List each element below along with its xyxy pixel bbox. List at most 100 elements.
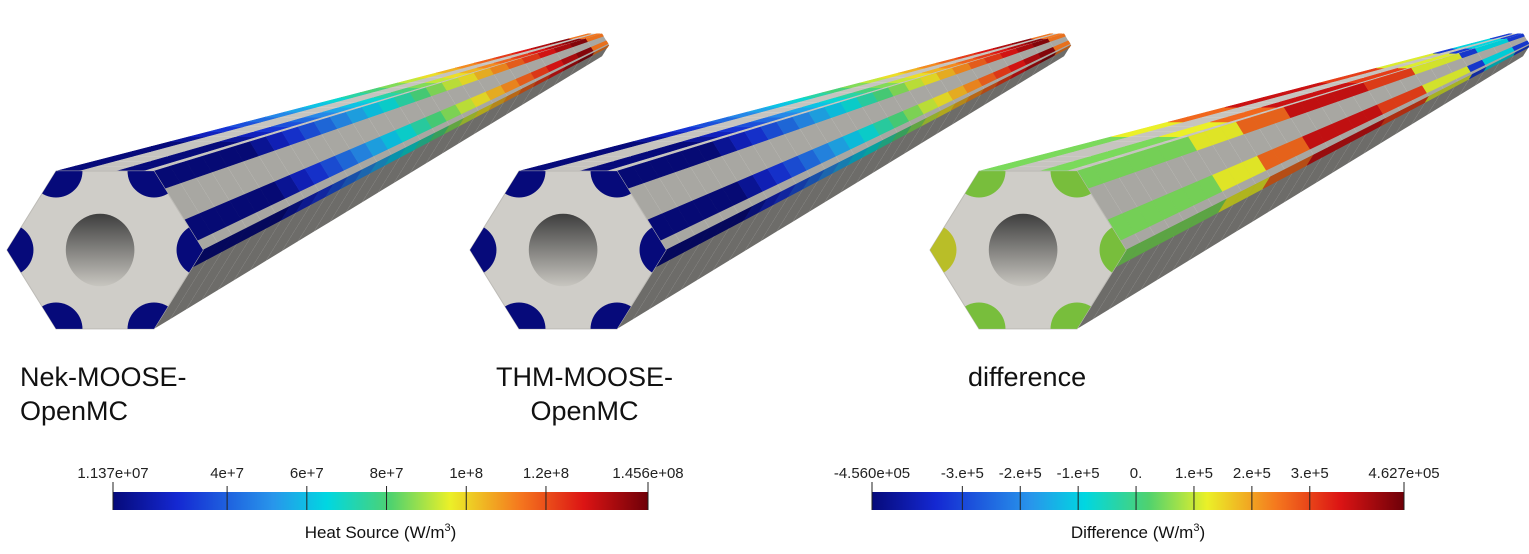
lower-side-face-segment: [202, 220, 261, 300]
lower-side-face-segment: [410, 125, 450, 174]
central-hole: [528, 213, 598, 287]
lower-side-face-segment: [1331, 125, 1372, 174]
lower-side-face-segment: [1507, 45, 1529, 67]
central-hole: [988, 213, 1058, 287]
lower-side-face-segment: [632, 235, 695, 320]
lower-side-face-segment: [712, 198, 768, 271]
lower-side-face-segment: [952, 88, 985, 125]
lower-side-face-segment: [266, 191, 319, 261]
lower-side-face-segment: [1092, 235, 1155, 320]
lower-side-face-segment: [760, 176, 811, 242]
lower-side-face-segment: [154, 242, 218, 329]
lower-side-face-segment: [856, 132, 898, 183]
colorbar-max-label: 4.627e+05: [1368, 465, 1439, 482]
colored-band: [1053, 44, 1072, 56]
lower-side-face-segment: [872, 125, 912, 174]
colored-band: [1052, 40, 1071, 52]
colored-band: [585, 33, 604, 42]
lower-side-face-segment: [458, 103, 493, 144]
colored-band: [1047, 33, 1066, 42]
lower-side-face-segment: [1077, 242, 1141, 329]
lower-side-face-segment: [1108, 228, 1170, 310]
colorbar-max-label: 1.456e+08: [612, 465, 683, 482]
fuel-pin-5: [952, 302, 1006, 329]
colorbar-tick-label: -1.e+5: [1057, 465, 1100, 482]
panel-label-thm: THM-MOOSE- OpenMC: [496, 362, 673, 426]
colorbar-tick-label: 3.e+5: [1291, 465, 1329, 482]
lower-side-face-segment: [378, 140, 421, 193]
colored-band: [1500, 33, 1522, 39]
lower-side-face-segment: [282, 184, 334, 252]
lower-side-face-segment: [314, 169, 363, 232]
lower-side-face-segment: [394, 132, 435, 183]
lower-side-face-segment: [554, 59, 580, 86]
lower-side-face-segment: [1016, 59, 1043, 86]
lower-side-face-segment: [936, 96, 970, 135]
lower-side-face-segment: [250, 198, 305, 271]
fuel-pin-5: [492, 302, 546, 329]
lower-side-face-segment: [696, 206, 753, 281]
colorbar-title: Heat Source (W/m3): [305, 522, 457, 542]
lower-side-face-segment: [664, 220, 724, 300]
colorbar-1: -4.560e+05 4.627e+05 -3.e+5 -2.e+5 -1.e+5 0. 1…: [834, 465, 1440, 542]
colorbars: 1.137e+07 1.456e+08 4e+7 6e+7 8e+7 1e+8 1.2e+8…: [77, 465, 1439, 542]
lower-side-face-segment: [1048, 45, 1071, 67]
colored-band: [1030, 33, 1054, 39]
colorbar-tick-label: 0.: [1130, 465, 1143, 482]
lower-side-face-segment: [1300, 140, 1343, 193]
colorbar-tick-label: -2.e+5: [999, 465, 1042, 482]
lower-side-face-segment: [1411, 88, 1444, 125]
lower-side-face-segment: [1252, 162, 1300, 222]
lower-side-face-segment: [1379, 103, 1415, 144]
lower-side-face-segment: [1363, 110, 1401, 154]
lower-side-face-segment: [1427, 81, 1458, 115]
lower-side-face-segment: [728, 191, 782, 261]
colorbar-tick-label: 4e+7: [210, 465, 244, 482]
colored-band: [1511, 40, 1529, 52]
lower-side-face-segment: [474, 96, 508, 135]
colorbar-tick-label: 6e+7: [290, 465, 324, 482]
colorbar-gradient: [872, 492, 1404, 510]
colored-band: [590, 40, 609, 52]
lower-side-face-segment: [1124, 220, 1184, 300]
central-hole: [65, 213, 135, 287]
colorbar-title: Difference (W/m3): [1071, 522, 1205, 542]
lower-side-face-segment: [506, 81, 537, 115]
lower-side-face-segment: [1395, 96, 1429, 135]
lower-side-face-segment: [776, 169, 826, 232]
lower-side-face-segment: [1315, 132, 1357, 183]
lower-side-face-segment: [570, 52, 595, 76]
fuel-pin-3: [1099, 223, 1126, 277]
lower-side-face-segment: [808, 154, 855, 213]
fuel-pin-0: [7, 223, 34, 277]
lower-side-face-segment: [1204, 184, 1256, 252]
lower-side-face-segment: [824, 147, 869, 203]
lower-side-face-segment: [648, 228, 710, 310]
lower-side-face-segment: [1188, 191, 1242, 261]
lower-side-face-segment: [538, 66, 566, 96]
panel-label-difference: difference: [968, 362, 1087, 392]
lower-side-face-segment: [1443, 74, 1473, 105]
lower-side-face-segment: [330, 162, 377, 222]
lower-side-face-segment: [490, 88, 522, 125]
lower-side-face-segment: [1220, 176, 1271, 242]
rod-renderings: [6, 33, 1529, 330]
lower-side-face-segment: [170, 235, 232, 320]
lower-side-face-segment: [1475, 59, 1502, 86]
fuel-pin-3: [176, 223, 203, 277]
colorbar-tick-label: 1.e+5: [1175, 465, 1213, 482]
fuel-pin-0: [930, 223, 957, 277]
lower-side-face-segment: [522, 74, 551, 105]
colorbar-tick-label: 8e+7: [370, 465, 404, 482]
lower-side-face-segment: [1140, 213, 1199, 290]
lower-side-face-segment: [1172, 198, 1227, 271]
panel-label-nek: Nek-MOOSE- OpenMC: [20, 362, 187, 426]
lower-side-face-segment: [186, 228, 247, 310]
lower-side-face-segment: [346, 154, 392, 213]
lower-side-face-segment: [586, 45, 609, 67]
colorbar-gradient: [113, 492, 648, 510]
colored-band: [1512, 45, 1529, 56]
lower-side-face-segment: [426, 118, 464, 164]
lower-side-face-segment: [744, 184, 797, 252]
colored-band: [568, 33, 592, 39]
